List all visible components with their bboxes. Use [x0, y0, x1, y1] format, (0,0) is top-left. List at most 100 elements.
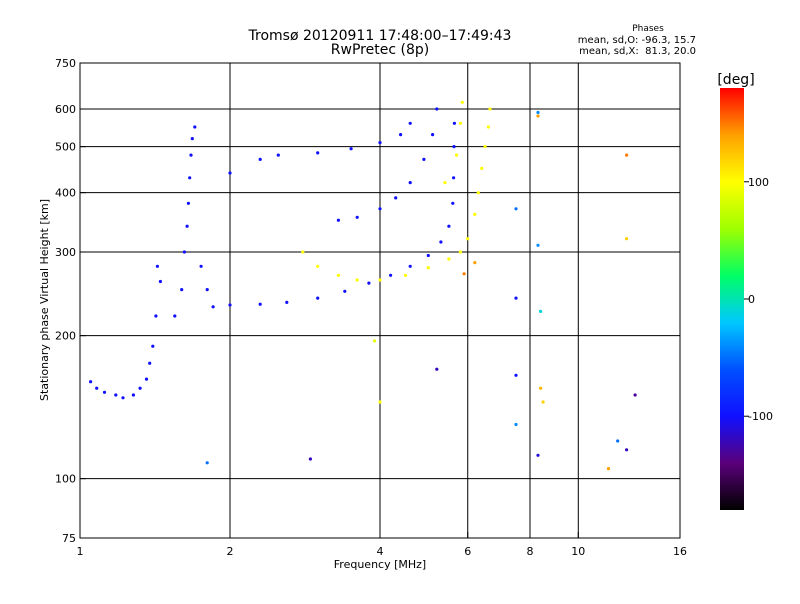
- data-point: [466, 237, 470, 241]
- data-point: [316, 296, 320, 300]
- y-tick-label-0: 75: [62, 532, 76, 545]
- data-point: [483, 145, 487, 149]
- data-point: [131, 393, 135, 397]
- data-point: [258, 157, 262, 161]
- data-point: [188, 176, 192, 180]
- data-point: [155, 264, 159, 268]
- data-point: [458, 121, 462, 125]
- data-point: [488, 107, 492, 111]
- data-point: [426, 266, 430, 270]
- data-point: [199, 264, 203, 268]
- data-point: [144, 377, 149, 381]
- chart-subtitle: RwPretec (8p): [331, 42, 429, 58]
- data-point: [151, 344, 155, 348]
- data-point: [372, 339, 377, 343]
- data-point: [536, 243, 540, 247]
- data-point: [625, 448, 629, 452]
- y-tick-label-2: 200: [55, 330, 76, 343]
- data-point: [460, 100, 464, 104]
- data-point: [455, 153, 459, 157]
- data-point: [316, 151, 320, 155]
- x-tick-label-1: 2: [227, 545, 234, 558]
- data-point: [616, 439, 620, 443]
- data-point: [180, 288, 184, 292]
- data-point: [399, 133, 403, 137]
- y-tick-label-3: 300: [55, 246, 76, 259]
- data-point: [367, 281, 371, 285]
- data-point: [606, 467, 611, 471]
- x-axis-label: Frequency [MHz]: [334, 558, 426, 571]
- data-point: [308, 457, 312, 461]
- data-point: [439, 240, 443, 244]
- data-point: [458, 250, 462, 254]
- data-point: [121, 396, 125, 400]
- data-point: [447, 224, 451, 228]
- data-point: [89, 380, 93, 384]
- data-point: [408, 181, 412, 185]
- data-point: [476, 191, 480, 195]
- data-point: [211, 305, 215, 309]
- data-point: [536, 114, 540, 118]
- data-point: [473, 261, 477, 265]
- data-point: [154, 314, 158, 318]
- stats-heading: Phases: [632, 24, 664, 34]
- x-tick-label-2: 4: [377, 545, 384, 558]
- data-point: [114, 393, 118, 397]
- data-point: [625, 237, 629, 241]
- colorbar-tick-label-2: -100: [748, 410, 773, 423]
- data-point: [514, 207, 518, 211]
- data-point: [182, 250, 186, 254]
- data-point: [480, 166, 484, 170]
- data-point: [447, 257, 451, 261]
- data-point: [355, 278, 359, 282]
- colorbar-tick-label-0: 100: [748, 176, 769, 189]
- data-point: [316, 264, 320, 268]
- x-tick-label-6: 16: [673, 545, 687, 558]
- data-point: [435, 367, 439, 371]
- data-point: [633, 393, 637, 397]
- data-point: [408, 264, 412, 268]
- stats-line-o: mean, sd,O: -96.3, 15.7: [578, 35, 696, 46]
- y-tick-label-7: 750: [55, 57, 76, 70]
- data-point: [452, 121, 456, 125]
- data-point: [102, 390, 107, 394]
- data-point: [336, 218, 340, 222]
- data-point: [378, 141, 382, 145]
- data-point: [189, 153, 193, 157]
- data-point: [190, 137, 194, 141]
- data-point: [228, 171, 232, 175]
- data-point: [452, 176, 456, 180]
- data-point: [539, 386, 543, 390]
- data-point: [539, 309, 543, 313]
- data-point: [336, 273, 340, 277]
- data-point: [541, 400, 545, 404]
- data-point: [148, 361, 152, 365]
- data-point: [431, 133, 435, 137]
- colorbar-ticks: 100 0 -100: [744, 176, 773, 423]
- x-tick-label-3: 6: [464, 545, 471, 558]
- y-axis-ticks: 75 100 200 300 400 500 600 750: [55, 57, 86, 545]
- data-point: [536, 453, 540, 457]
- data-point: [514, 422, 518, 427]
- colorbar-gradient: [720, 88, 744, 510]
- data-point: [186, 201, 190, 205]
- data-point: [462, 272, 466, 276]
- data-point: [435, 107, 439, 111]
- colorbar-tick-label-1: 0: [748, 293, 755, 306]
- data-point: [355, 215, 359, 219]
- data-point: [205, 288, 209, 292]
- x-tick-label-5: 10: [571, 545, 585, 558]
- y-tick-label-1: 100: [55, 473, 76, 486]
- data-point: [408, 121, 412, 125]
- data-point: [301, 250, 305, 254]
- data-point: [514, 373, 518, 377]
- chart-title: Tromsø 20120911 17:48:00–17:49:43: [248, 28, 512, 44]
- data-point: [95, 386, 99, 390]
- y-tick-label-4: 400: [55, 187, 76, 200]
- data-point: [158, 279, 162, 284]
- colorbar-label: [deg]: [717, 72, 754, 88]
- data-point: [473, 212, 477, 216]
- data-points: [89, 100, 637, 471]
